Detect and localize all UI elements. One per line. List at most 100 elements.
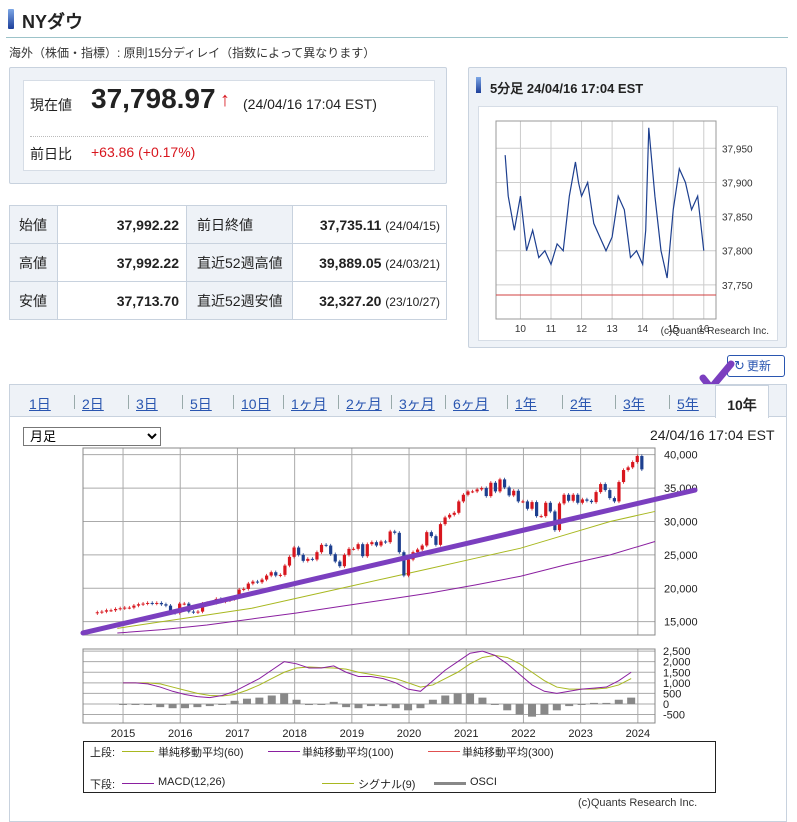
candle-body xyxy=(114,608,118,611)
legend-ma100: 単純移動平均(100) xyxy=(302,747,394,759)
tab-6[interactable]: 2ヶ月 xyxy=(346,396,382,412)
x-tick-label: 2016 xyxy=(168,728,192,740)
candle-body xyxy=(489,482,493,497)
legend-ma300-swatch xyxy=(428,751,460,752)
tab-separator xyxy=(233,395,234,409)
up-arrow-icon: ↑ xyxy=(220,89,230,111)
y-tick-label: 37,800 xyxy=(722,247,753,258)
candle-body xyxy=(567,494,571,501)
osci-bar xyxy=(168,703,177,709)
tab-0[interactable]: 1日 xyxy=(29,396,51,412)
tab-1[interactable]: 2日 xyxy=(82,396,104,412)
change-label: 前日比 xyxy=(30,146,72,162)
candle-body xyxy=(150,602,154,604)
tab-2[interactable]: 3日 xyxy=(136,396,158,412)
y-tick-label: 40,000 xyxy=(664,450,698,462)
osci-bar xyxy=(466,693,475,704)
candle-body xyxy=(434,536,438,545)
candle-body xyxy=(425,532,429,546)
candle-body xyxy=(361,544,365,557)
candle-body xyxy=(319,544,324,553)
tab-10[interactable]: 2年 xyxy=(570,396,592,412)
tab-separator xyxy=(615,395,616,409)
candle-body xyxy=(383,541,388,543)
signal-line xyxy=(123,654,632,697)
macd-y-tick-label: 0 xyxy=(663,699,669,711)
x-tick-label: 2017 xyxy=(225,728,249,740)
candle-body xyxy=(168,605,173,612)
candle-body xyxy=(370,542,374,545)
prev-close-cell: 37,735.11 (24/04/15) xyxy=(292,205,447,244)
tab-3[interactable]: 5日 xyxy=(190,396,212,412)
x-tick-label: 2022 xyxy=(511,728,535,740)
tab-13[interactable]: 10年 xyxy=(715,385,769,418)
candle-body xyxy=(388,531,392,543)
change-value: +63.86 xyxy=(91,144,135,160)
high-value: 37,992.22 xyxy=(57,243,187,282)
candle-body xyxy=(448,514,452,518)
candle-period-select[interactable]: 月足 xyxy=(23,427,161,446)
tab-separator xyxy=(74,395,75,409)
tab-4[interactable]: 10日 xyxy=(241,396,271,412)
prev-close-value: 37,735.11 xyxy=(319,216,382,233)
page-header: NYダウ xyxy=(6,4,788,38)
candle-body xyxy=(438,524,443,545)
legend-ma300: 単純移動平均(300) xyxy=(462,747,554,759)
candle-body xyxy=(539,516,543,518)
candle-body xyxy=(640,456,644,470)
legend-macd: MACD(12,26) xyxy=(158,776,226,788)
legend-osci: OSCI xyxy=(470,776,497,788)
macd-frame xyxy=(82,648,656,724)
candle-body xyxy=(402,552,406,576)
candle-body xyxy=(635,456,639,463)
candle-body xyxy=(420,545,424,550)
candle-body xyxy=(452,512,456,515)
tab-8[interactable]: 6ヶ月 xyxy=(453,396,489,412)
tab-separator xyxy=(283,395,284,409)
candle-body xyxy=(123,607,127,609)
candle-body xyxy=(484,488,488,497)
candle-body xyxy=(132,605,136,608)
page-title: NYダウ xyxy=(22,12,84,32)
osci-bar xyxy=(379,703,388,707)
tab-separator xyxy=(562,395,563,409)
intraday-title: 5分足 24/04/16 17:04 EST xyxy=(490,81,644,96)
candle-body xyxy=(265,575,269,580)
candle-body xyxy=(516,490,520,502)
candle-body xyxy=(159,602,163,605)
candle-body xyxy=(589,500,594,503)
y-tick-label: 25,000 xyxy=(664,550,698,562)
candle-body xyxy=(548,502,552,512)
panel-marker-icon xyxy=(476,77,481,93)
low52-label: 直近52週安値 xyxy=(186,281,293,320)
candle-body xyxy=(100,611,104,613)
table-row: 始値 37,992.22 前日終値 37,735.11 (24/04/15) xyxy=(9,205,447,244)
candle-body xyxy=(182,603,186,605)
x-tick-label: 15 xyxy=(668,324,680,335)
candle-body xyxy=(351,548,356,550)
osci-bar xyxy=(354,703,363,709)
candle-body xyxy=(493,482,498,492)
osci-bar xyxy=(416,703,425,709)
macd-y-tick-label: 500 xyxy=(663,688,681,700)
candle-body xyxy=(315,552,319,560)
tab-12[interactable]: 5年 xyxy=(677,396,699,412)
osci-bar xyxy=(565,703,574,707)
candle-body xyxy=(260,579,264,583)
tab-separator xyxy=(182,395,183,409)
tab-7[interactable]: 3ヶ月 xyxy=(399,396,435,412)
candle-body xyxy=(521,501,525,503)
tab-11[interactable]: 3年 xyxy=(623,396,645,412)
legend-signal: シグナル(9) xyxy=(358,779,416,791)
osci-bar xyxy=(242,698,251,704)
main-chart-panel: 1日 2日 3日 5日 10日 1ヶ月 2ヶ月 3ヶ月 6ヶ月 1年 2年 3年 5年 10年 月足 24… xyxy=(9,384,787,822)
low52-cell: 32,327.20 (23/10/27) xyxy=(292,281,447,320)
tab-separator xyxy=(338,395,339,409)
candle-body xyxy=(287,556,292,566)
quote-time: (24/04/16 17:04 EST) xyxy=(243,96,377,112)
tab-separator xyxy=(128,395,129,409)
legend-ma100-swatch xyxy=(268,751,300,752)
tab-5[interactable]: 1ヶ月 xyxy=(291,396,327,412)
tab-9[interactable]: 1年 xyxy=(515,396,537,412)
candle-body xyxy=(269,572,273,576)
